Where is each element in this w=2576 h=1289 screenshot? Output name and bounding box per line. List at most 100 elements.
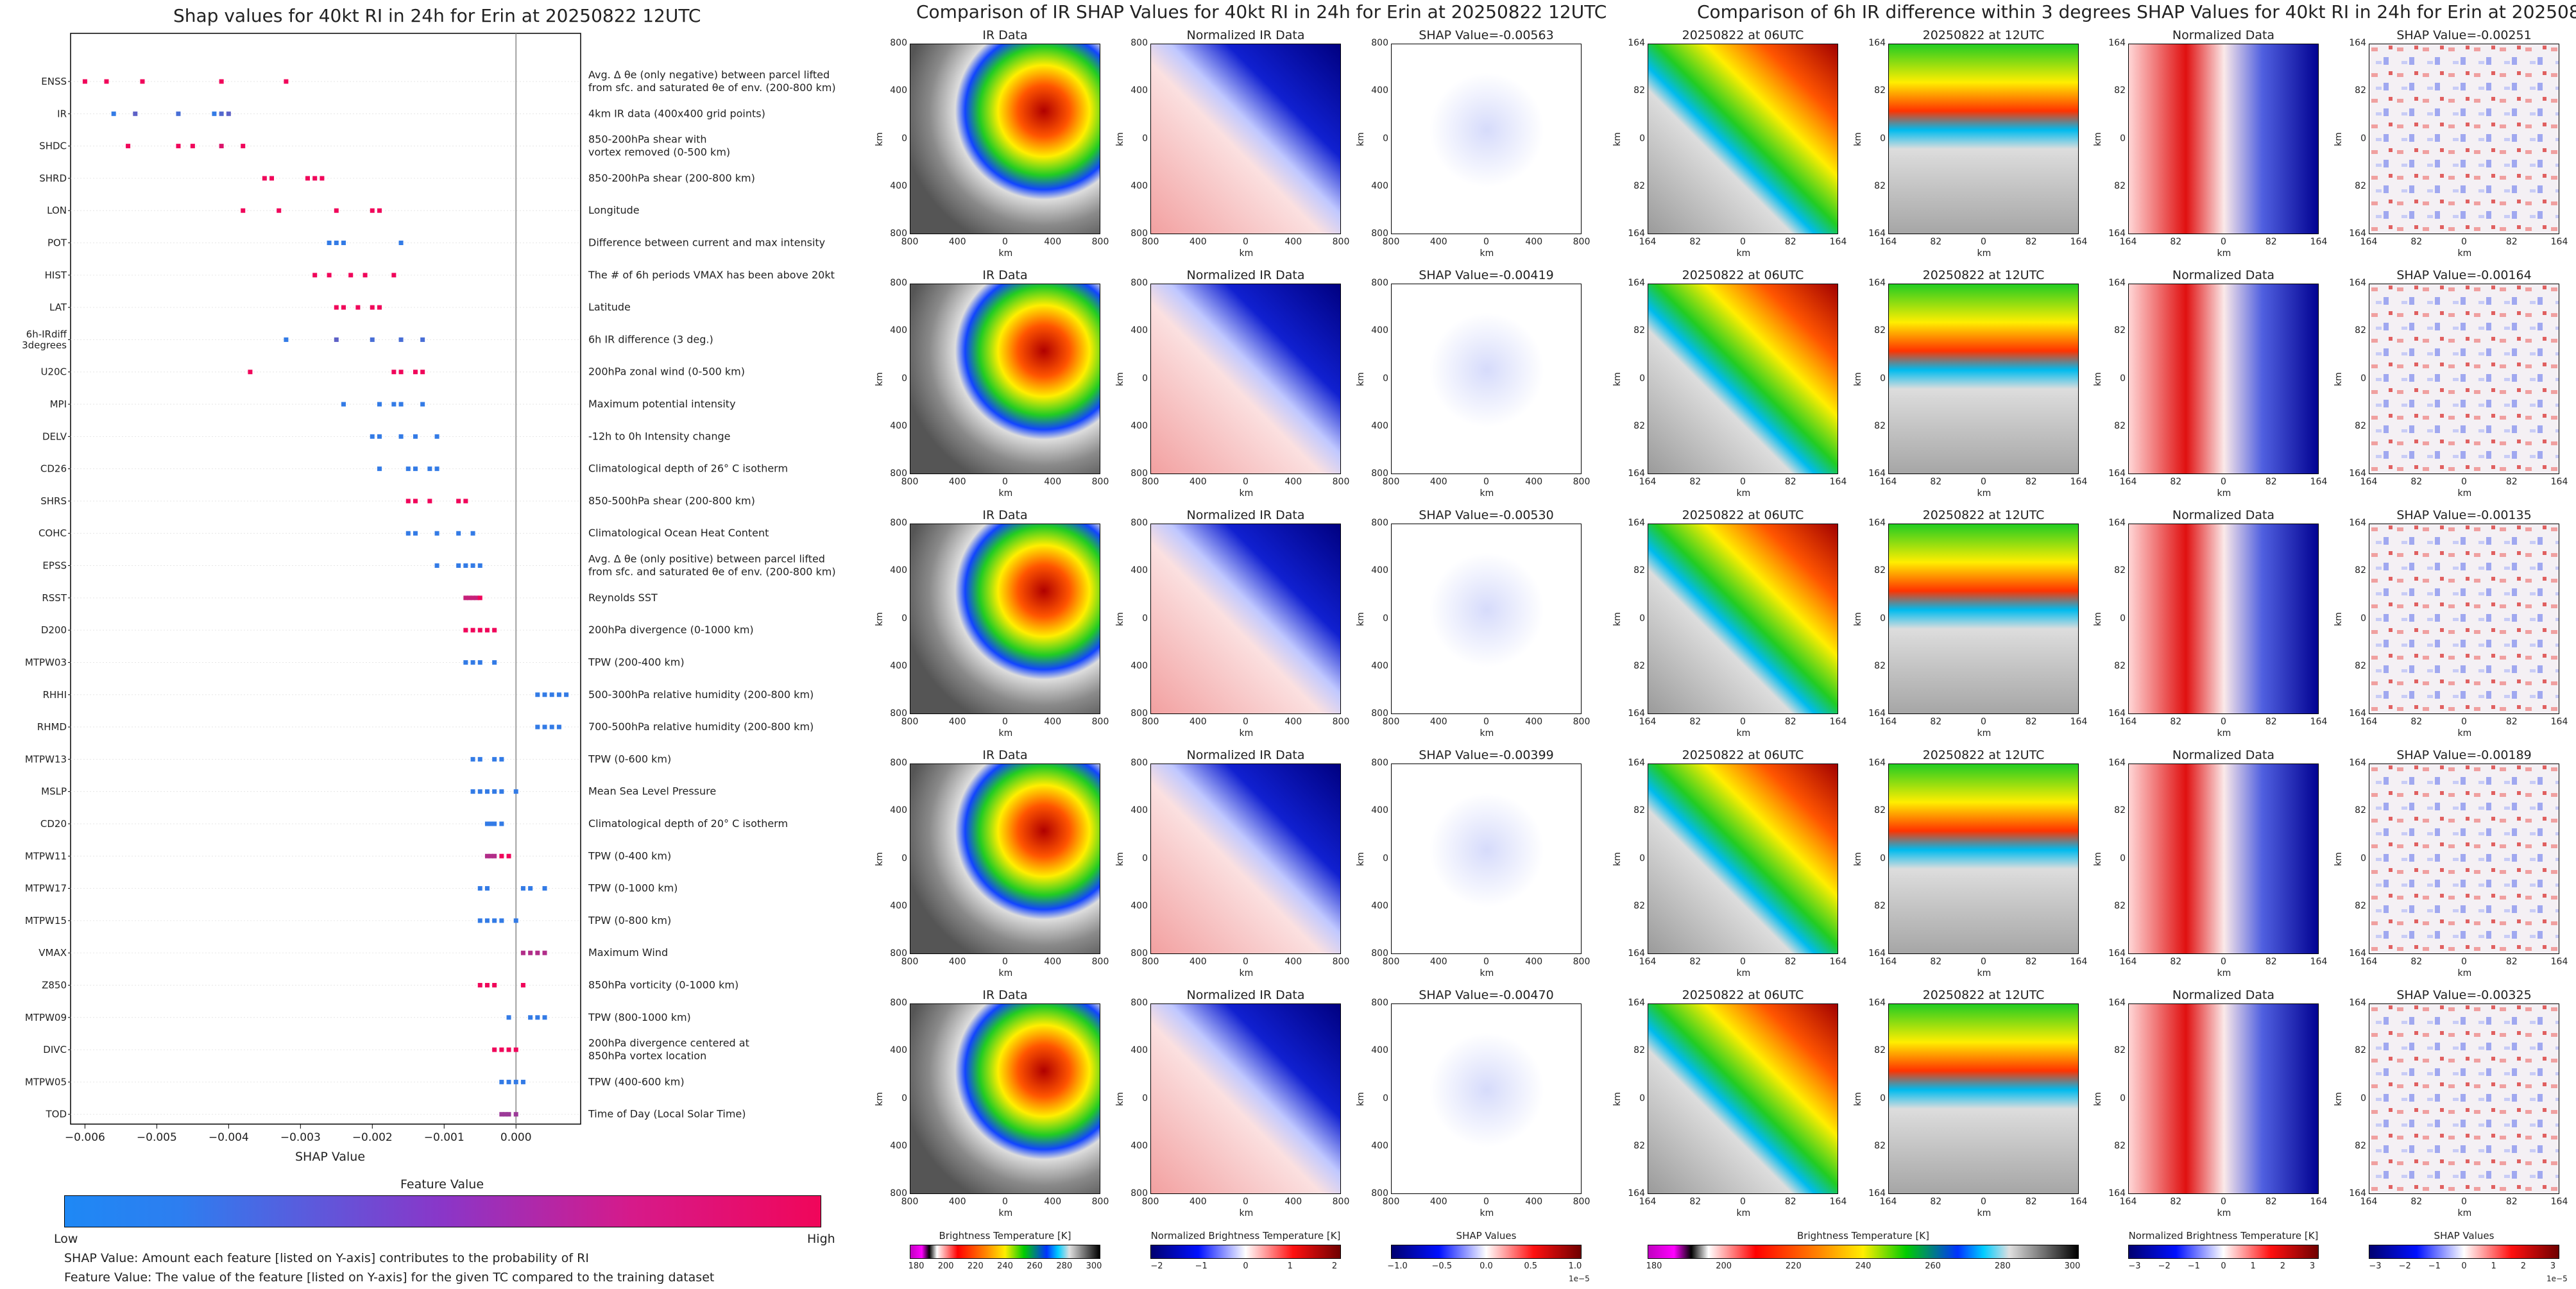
shap-beeswarm-plot: ENSS Avg. Δ θe (only negative) between pa… (22, 33, 836, 1144)
diff-shap-image (2369, 764, 2559, 954)
shap-point (506, 1015, 511, 1020)
x-axis-label: km (1480, 968, 1494, 978)
feature-description: Mean Sea Level Pressure (588, 785, 716, 798)
colorbar-tick-label: 180 (908, 1261, 925, 1271)
feature-description: TPW (0-600 km) (588, 753, 671, 765)
y-tick-label: 164 (1868, 228, 1886, 239)
y-tick-label: 0 (1880, 853, 1886, 864)
shap-point (484, 982, 490, 987)
shap-point (413, 466, 418, 472)
shap-point (420, 370, 425, 375)
x-tick-label: 0 (1483, 237, 1489, 247)
y-axis-label: km (1355, 132, 1366, 146)
shap-point (434, 466, 439, 472)
y-tick-label: 82 (2355, 1140, 2366, 1151)
shap-point (556, 724, 561, 730)
x-tick-label: 164 (2070, 717, 2088, 727)
y-axis-label: km (2092, 371, 2103, 386)
shap-point (327, 273, 332, 278)
y-tick-label: 164 (1628, 998, 1645, 1008)
y-axis-label: km (1852, 611, 1863, 626)
feature-name-label: MTPW09 (25, 1012, 67, 1023)
x-tick-label: 82 (1784, 237, 1796, 247)
shap-point (466, 595, 472, 601)
colorbar-tick-label: 300 (2064, 1261, 2081, 1271)
shap-point (398, 241, 404, 246)
colorbar-tick-label: −1 (1195, 1261, 1207, 1271)
feature-name-label: RSST (42, 592, 67, 604)
x-tick-label: 0 (1740, 237, 1746, 247)
diff-shap-image (2369, 44, 2559, 234)
shap-point (111, 111, 116, 116)
x-axis-label: km (1736, 1208, 1751, 1218)
y-tick-label: 0 (1142, 1093, 1148, 1104)
feature-name-label: D200 (41, 624, 67, 636)
y-tick-label: 400 (890, 85, 907, 96)
shap-point (463, 627, 468, 633)
y-tick-label: 0 (901, 613, 907, 624)
shap-point (528, 886, 533, 891)
shap-point (277, 208, 282, 213)
y-tick-label: 800 (1130, 38, 1148, 48)
feature-description: Avg. Δ θe (only negative) between parcel… (588, 69, 830, 81)
colorbar-tick-label: 1 (2491, 1261, 2496, 1271)
y-tick-label: 82 (1633, 325, 1645, 336)
x-tick-label: 164 (2310, 237, 2328, 247)
x-axis-label: km (2217, 488, 2231, 499)
panel-title: SHAP Value=-0.00530 (1419, 508, 1554, 522)
feature-name-label: SHRS (40, 495, 67, 507)
x-tick-label: 400 (1284, 957, 1302, 967)
shap-point (492, 1047, 497, 1052)
y-tick-label: 0 (1383, 1093, 1388, 1104)
y-tick-label: 800 (890, 948, 907, 959)
shap-point (370, 305, 375, 310)
shap-point (434, 531, 439, 536)
y-tick-label: 0 (2120, 853, 2126, 864)
x-axis-label: km (1239, 248, 1254, 259)
x-tick-label: 400 (1044, 957, 1062, 967)
x-tick-label: 800 (1091, 237, 1109, 247)
x-tick-label: 164 (2360, 1197, 2378, 1207)
shap-point (477, 627, 482, 633)
x-axis-label: km (998, 968, 1013, 978)
y-tick-label: 800 (1371, 708, 1388, 719)
y-axis-label: km (1355, 1091, 1366, 1106)
feature-name-label: HIST (45, 269, 67, 281)
y-tick-label: 82 (1874, 420, 1886, 431)
y-tick-label: 82 (1633, 85, 1645, 96)
feature-description: Maximum Wind (588, 946, 668, 959)
y-tick-label: 164 (2108, 38, 2126, 48)
y-tick-label: 82 (1874, 900, 1886, 911)
x-tick-label: 800 (1332, 717, 1350, 727)
feature-description: from sfc. and saturated θe of env. (200-… (588, 566, 836, 578)
y-tick-label: 82 (2114, 1140, 2126, 1151)
x-tick-label: 800 (1382, 957, 1400, 967)
y-tick-label: 164 (2349, 228, 2366, 239)
x-tick-label: 82 (2025, 957, 2037, 967)
x-tick-label: 164 (2360, 477, 2378, 487)
y-tick-label: 164 (2349, 708, 2366, 719)
y-tick-label: 800 (890, 1188, 907, 1199)
x-tick-label: 82 (2265, 237, 2277, 247)
diff-section-title: Comparison of 6h IR difference within 3 … (1697, 1, 2576, 22)
y-tick-label: 400 (1371, 85, 1388, 96)
y-axis-label: km (2333, 611, 2344, 626)
colorbar-tick-label: 3 (2550, 1261, 2556, 1271)
y-tick-label: 800 (890, 998, 907, 1008)
shap-point (499, 1079, 504, 1084)
shap-point (377, 466, 382, 472)
colorbar-tick-label: −1 (2187, 1261, 2200, 1271)
colorbar-high-label: High (807, 1232, 835, 1246)
diff-12utc-image (1888, 44, 2079, 234)
x-tick-label: 0 (1483, 1197, 1489, 1207)
shap-point (492, 821, 497, 826)
diff-12utc-image (1888, 764, 2079, 954)
colorbar-tick-label: 280 (1994, 1261, 2011, 1271)
ir-data-image (910, 524, 1100, 714)
colorbar-low-label: Low (54, 1232, 78, 1246)
x-tick-label: 800 (1332, 237, 1350, 247)
shap-point (355, 305, 361, 310)
shap-point (513, 789, 518, 794)
shap-point (219, 79, 224, 84)
y-tick-label: 400 (1130, 85, 1148, 96)
